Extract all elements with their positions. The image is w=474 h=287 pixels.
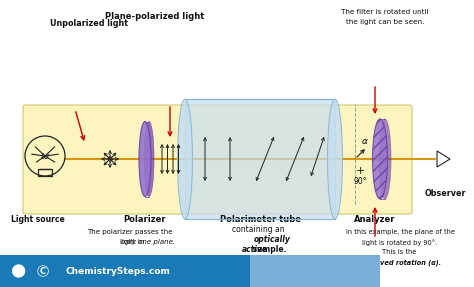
Text: only one plane.: only one plane. [121, 239, 175, 245]
Text: +: + [356, 166, 365, 176]
Ellipse shape [328, 99, 343, 219]
Ellipse shape [144, 121, 154, 197]
Text: Polarimeter tube: Polarimeter tube [219, 215, 301, 224]
Text: active: active [242, 245, 268, 254]
Text: light in: light in [120, 239, 146, 245]
Text: ω: ω [41, 151, 49, 161]
Text: The polarizer passes the: The polarizer passes the [87, 229, 173, 235]
Text: light is rotated by 90°.: light is rotated by 90°. [363, 239, 438, 246]
FancyBboxPatch shape [23, 105, 412, 214]
Text: The filter is rotated until: The filter is rotated until [341, 9, 429, 15]
Bar [0, 255, 250, 287]
Ellipse shape [177, 99, 192, 219]
Text: 90°: 90° [353, 177, 367, 187]
Text: optically: optically [254, 235, 291, 244]
Text: Observer: Observer [424, 189, 466, 198]
Text: Unpolarized light: Unpolarized light [50, 19, 128, 28]
Text: sample.: sample. [250, 245, 286, 254]
Ellipse shape [373, 119, 388, 199]
Ellipse shape [379, 119, 391, 199]
Text: Polarizer: Polarizer [124, 215, 166, 224]
Text: α: α [362, 137, 368, 146]
Bar [185, 99, 335, 219]
Text: ChemistrySteps.com: ChemistrySteps.com [65, 267, 170, 276]
Text: C: C [15, 266, 22, 276]
Text: In this example, the plane of the: In this example, the plane of the [346, 229, 455, 235]
Text: Analyzer: Analyzer [354, 215, 396, 224]
Text: Light source: Light source [11, 215, 65, 224]
Bar [250, 255, 380, 287]
Text: This is the: This is the [382, 249, 418, 255]
Ellipse shape [139, 121, 151, 197]
Text: the light can be seen.: the light can be seen. [346, 19, 424, 25]
Polygon shape [437, 151, 450, 167]
Text: containing an: containing an [233, 225, 288, 234]
Text: Plane-polarized light: Plane-polarized light [105, 12, 205, 21]
Text: C: C [40, 267, 46, 276]
Text: observed rotation (α).: observed rotation (α). [359, 259, 441, 265]
